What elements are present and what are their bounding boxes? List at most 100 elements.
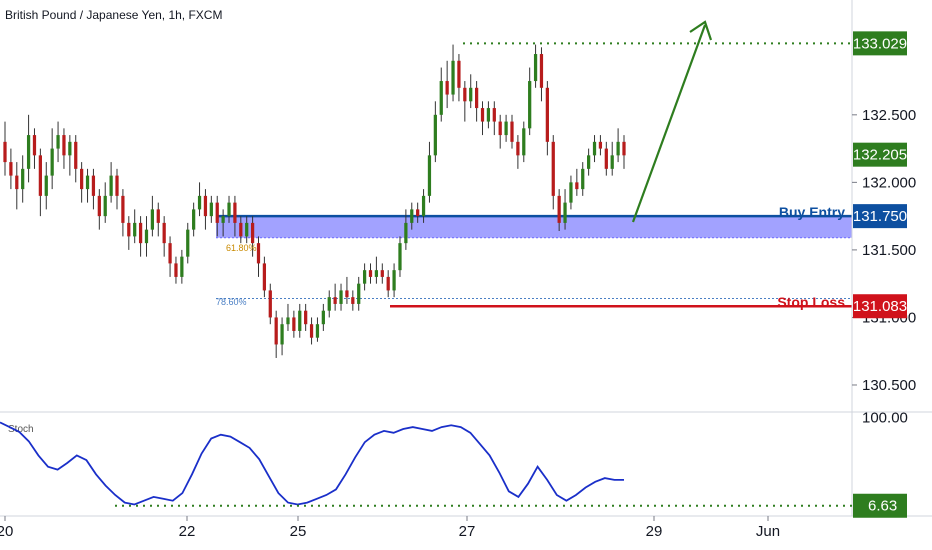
candle-body (504, 121, 508, 136)
candle-body (321, 310, 325, 325)
price-badge: 131.083 (853, 294, 907, 319)
price-axis[interactable]: 130.500131.000131.500132.000132.500100.0… (852, 107, 916, 427)
candle (433, 101, 437, 163)
candle-body (26, 135, 31, 169)
candle-body (616, 141, 620, 156)
candle-body (545, 87, 549, 142)
candle (351, 290, 355, 311)
projection-arrow[interactable] (631, 20, 713, 223)
stoch-badge: 6.63 (853, 493, 907, 518)
main-pane-bg (0, 0, 852, 412)
candle-body (439, 81, 443, 115)
candle (563, 189, 567, 230)
candle (80, 162, 84, 203)
candle (598, 135, 603, 156)
candle (504, 114, 508, 142)
chart-title: British Pound / Japanese Yen, 1h, FXCM (5, 8, 222, 22)
candle-body (239, 222, 243, 237)
candle (286, 303, 290, 331)
price-badges: 133.029 132.205 131.750 131.083 6.63 (853, 31, 907, 518)
candle (9, 148, 13, 190)
price-badge-bg (853, 31, 907, 56)
candle-body (581, 168, 585, 190)
time-axis[interactable]: 20 22 25 27 29 Jun (0, 516, 780, 540)
candle (162, 216, 166, 257)
candle (445, 60, 449, 109)
candle (463, 81, 467, 122)
candle (439, 67, 443, 122)
candle (221, 209, 225, 237)
candle-body (144, 229, 149, 244)
candle (292, 310, 296, 338)
candle-body (298, 310, 302, 331)
candle-body (551, 141, 555, 196)
candle-body (416, 209, 420, 217)
candle (268, 283, 272, 325)
candle (469, 74, 473, 109)
candle-body (21, 168, 25, 190)
candle (398, 236, 402, 277)
candle (569, 175, 573, 210)
stoch-label: Stoch (8, 424, 34, 435)
candle-body (492, 108, 496, 122)
candle-body (498, 121, 502, 136)
candle (239, 216, 243, 244)
buy-zone[interactable] (216, 216, 852, 238)
candle (315, 317, 320, 342)
candle-body (103, 195, 107, 217)
candle-body (533, 54, 538, 82)
candle (174, 256, 178, 284)
candle (581, 162, 585, 196)
candle-body (3, 141, 7, 163)
candle (309, 317, 314, 345)
candle-body (398, 243, 402, 271)
candle (227, 195, 231, 223)
candle-body (463, 87, 467, 102)
candle-body (209, 202, 213, 217)
candle (410, 202, 414, 230)
main-pane: British Pound / Japanese Yen, 1h, FXCM B… (0, 0, 852, 412)
candle (592, 135, 597, 163)
candle (345, 276, 349, 304)
candle-body (97, 195, 101, 217)
fib-zone-layer (216, 214, 852, 300)
candle-body (80, 168, 84, 190)
candle (74, 135, 78, 183)
candle-body (245, 222, 249, 237)
candle (85, 168, 90, 203)
candle (498, 114, 502, 149)
candle-body (345, 290, 349, 298)
candle (26, 114, 31, 183)
candle-body (339, 290, 343, 304)
candle-body (186, 229, 190, 257)
levels-layer (390, 42, 852, 308)
candle-body (469, 87, 473, 102)
candle (392, 263, 396, 298)
price-badge-label: 131.750 (853, 208, 907, 225)
stoch-badge-bg (853, 493, 907, 518)
candle (522, 121, 526, 163)
candle-body (333, 297, 337, 304)
projection-arrow-line[interactable] (631, 24, 707, 223)
candle-body (357, 283, 361, 304)
candle-body (262, 263, 267, 291)
candle-body (68, 141, 72, 156)
candle-body (38, 155, 42, 196)
candle-body (516, 141, 520, 156)
candle-body (162, 222, 166, 244)
candle (121, 189, 125, 237)
candle (215, 195, 219, 237)
candle-body (280, 324, 284, 345)
candle-body (133, 222, 137, 237)
candle (622, 135, 626, 169)
candle-body (592, 141, 597, 156)
candle (103, 182, 107, 223)
candle (298, 303, 302, 338)
candle (451, 44, 455, 102)
candle-body (386, 276, 390, 291)
candle-body (32, 135, 37, 156)
candle (168, 236, 172, 277)
candle-body (528, 81, 532, 129)
projection-arrow-head[interactable] (689, 20, 713, 41)
